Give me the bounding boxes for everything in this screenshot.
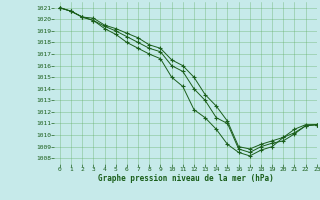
X-axis label: Graphe pression niveau de la mer (hPa): Graphe pression niveau de la mer (hPa)	[98, 174, 274, 183]
